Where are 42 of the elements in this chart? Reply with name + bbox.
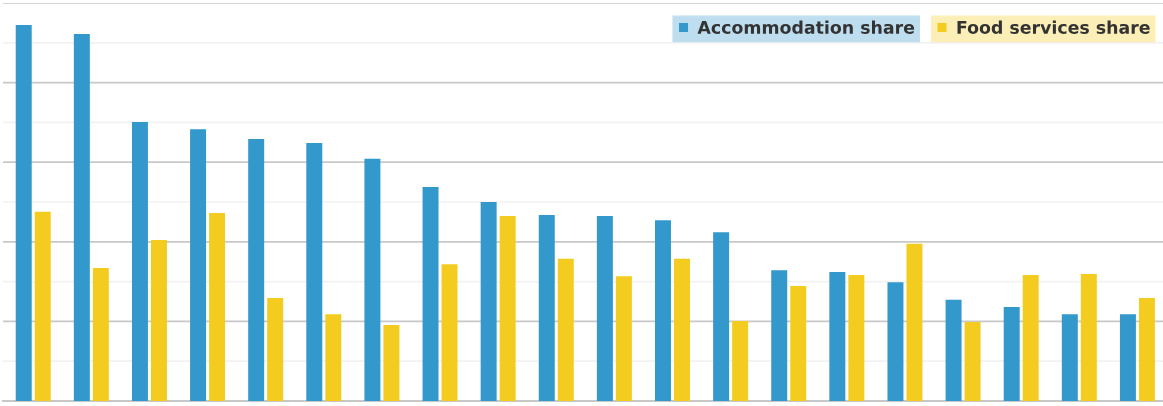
bar — [1003, 307, 1020, 401]
bar — [887, 282, 904, 401]
bar — [150, 240, 167, 401]
bar — [945, 299, 962, 401]
bar — [422, 187, 439, 401]
bar — [1119, 314, 1136, 401]
bar — [557, 258, 574, 401]
legend-label: Accommodation share — [697, 20, 915, 34]
bar — [732, 320, 749, 401]
bar — [829, 272, 846, 401]
bar — [248, 138, 265, 401]
bar — [34, 211, 51, 401]
legend-label: Food services share — [957, 20, 1150, 34]
bar — [73, 34, 90, 401]
bar — [596, 216, 613, 401]
bar — [480, 202, 497, 401]
bar — [364, 158, 381, 401]
bar — [538, 214, 555, 401]
bar — [209, 213, 226, 401]
bar — [267, 297, 284, 401]
bar — [131, 122, 148, 401]
bar — [1080, 273, 1097, 401]
bar — [790, 285, 807, 401]
bar — [1022, 275, 1039, 401]
bar — [713, 232, 730, 401]
bar — [1061, 314, 1078, 401]
bar — [15, 25, 32, 401]
bar — [306, 143, 323, 401]
bar — [906, 243, 923, 401]
bar — [499, 216, 516, 401]
bar — [383, 325, 400, 401]
bar — [615, 276, 632, 401]
bar — [1138, 297, 1155, 401]
bar — [655, 220, 671, 401]
bar — [674, 258, 690, 401]
bar — [964, 322, 981, 401]
bar — [325, 314, 342, 401]
bar — [441, 264, 458, 401]
bar — [848, 275, 865, 401]
bar — [92, 267, 109, 401]
bar — [190, 129, 207, 401]
bar — [771, 270, 788, 401]
